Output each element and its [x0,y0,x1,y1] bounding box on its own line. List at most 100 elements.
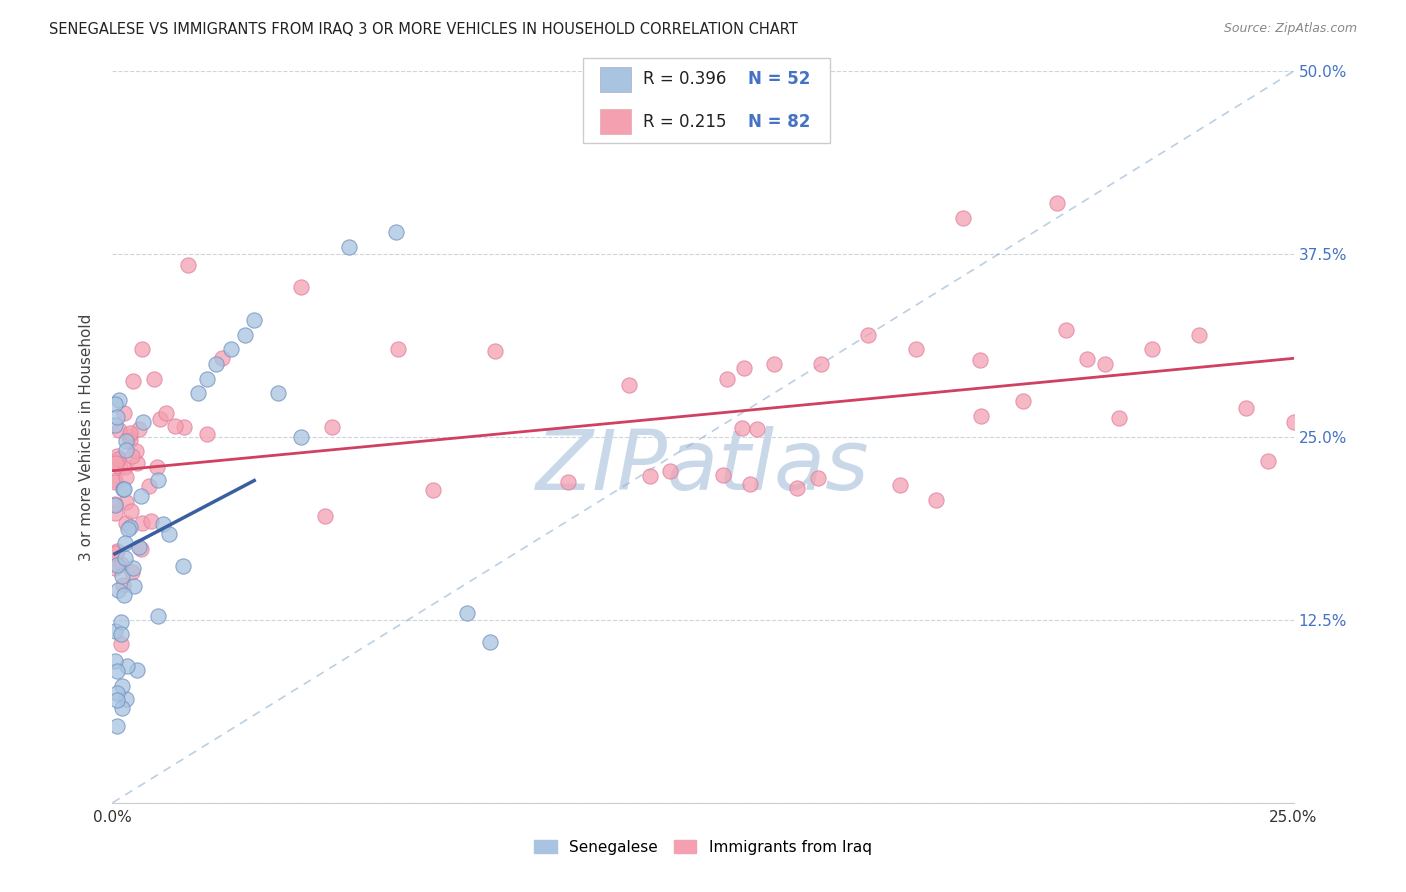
Point [205,357,228,371]
Text: N = 82: N = 82 [748,112,810,130]
Point [385,225,408,239]
Point [195,371,218,385]
Point [125,663,148,677]
Point [114,434,136,449]
Point [557,475,579,490]
Point [142,372,165,386]
Point [146,608,169,623]
Point [110,627,132,641]
Text: R = 0.396: R = 0.396 [643,70,725,88]
Point [716,371,738,385]
Point [110,569,132,583]
Point [110,615,132,629]
Point [186,386,208,401]
Point [104,546,127,560]
Point [104,417,127,432]
Point [172,559,194,574]
Point [105,410,128,425]
Point [952,211,974,225]
Point [762,357,785,371]
Point [128,422,150,436]
Point [146,474,169,488]
Point [104,561,127,575]
Point [1076,351,1098,366]
Point [111,679,134,693]
Point [107,558,129,572]
Point [1140,343,1163,357]
Point [658,464,681,478]
Point [114,551,136,566]
Point [1046,196,1069,211]
Point [925,493,948,508]
Point [120,434,142,448]
Point [146,460,169,475]
Point [125,456,148,470]
Point [104,397,127,411]
Point [1282,416,1305,430]
Point [122,374,145,388]
Point [157,527,180,541]
Point [131,516,153,531]
Point [387,342,409,356]
Point [456,606,478,620]
Point [422,483,444,498]
Point [112,577,135,591]
Point [104,456,127,470]
Point [177,258,200,272]
Point [107,582,129,597]
Point [484,344,506,359]
Point [969,352,991,367]
Point [112,483,135,497]
Point [110,557,132,571]
Point [118,429,141,443]
Point [195,427,218,442]
Point [105,664,128,678]
Point [479,635,502,649]
Point [138,479,160,493]
Point [112,406,135,420]
Point [117,522,139,536]
Point [233,327,256,342]
Point [1188,327,1211,342]
Point [1234,401,1257,415]
Point [889,477,911,491]
Point [108,392,131,407]
Point [105,693,128,707]
Point [858,327,880,342]
Point [290,430,312,444]
Point [129,542,152,557]
Point [290,280,312,294]
Point [786,481,808,495]
Point [104,475,127,489]
Point [104,624,127,639]
Point [1094,357,1116,371]
Point [104,498,127,512]
Point [105,449,128,463]
Point [638,468,661,483]
Point [108,459,131,474]
Point [617,378,640,392]
Point [129,489,152,503]
Point [314,509,336,524]
Point [747,422,769,436]
Point [104,497,127,511]
Point [1012,394,1035,409]
Point [733,361,755,376]
Point [807,471,830,485]
Point [112,482,135,496]
Point [114,459,136,474]
Point [115,516,138,530]
Legend: Senegalese, Immigrants from Iraq: Senegalese, Immigrants from Iraq [529,834,877,861]
Point [267,386,290,401]
Point [132,415,155,429]
Point [120,504,142,518]
Point [969,409,991,424]
Text: N = 52: N = 52 [748,70,810,88]
Point [115,495,138,509]
Text: Source: ZipAtlas.com: Source: ZipAtlas.com [1223,22,1357,36]
Point [115,470,138,484]
Point [128,540,150,554]
Point [321,419,343,434]
Point [108,423,131,437]
Point [104,654,127,668]
